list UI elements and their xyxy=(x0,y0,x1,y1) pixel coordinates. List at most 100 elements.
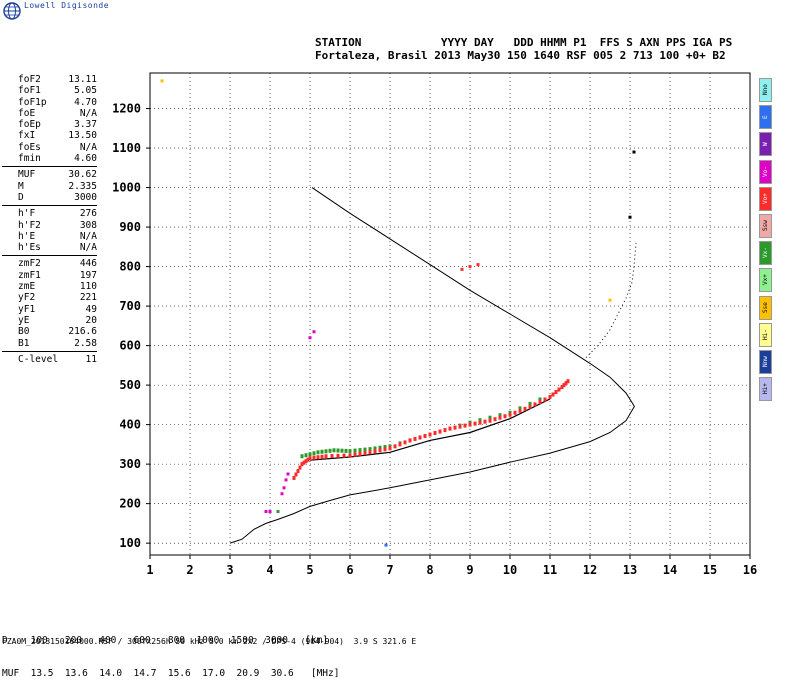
o-trace-point xyxy=(453,425,457,430)
param-row: yF2 221 xyxy=(2,292,97,303)
o-trace-point xyxy=(548,394,552,399)
param-key: foE xyxy=(18,107,36,119)
x-axis-ticks: 1 2 3 4 5 6 7 8 9 10 11 12 13 14 15 16 xyxy=(146,555,757,577)
legend-item: Sse xyxy=(759,295,772,320)
param-key: yF1 xyxy=(18,303,36,315)
o-trace-point xyxy=(292,475,296,480)
o-trace-point xyxy=(443,428,447,433)
param-key: foF2 xyxy=(18,74,41,85)
x-trace-point xyxy=(383,445,387,450)
brand-name: Lowell Digisonde xyxy=(24,1,110,10)
param-key: h'F xyxy=(18,208,36,220)
o-trace-point xyxy=(433,431,437,436)
param-row: foF1 5.05 xyxy=(2,85,97,96)
y-tick-label: 1100 xyxy=(112,141,141,155)
x-trace-point xyxy=(336,448,340,453)
echo-point xyxy=(632,150,636,154)
param-key: D xyxy=(18,191,24,203)
o-trace-point xyxy=(300,462,304,467)
param-value: 4.70 xyxy=(74,96,97,108)
echo-point xyxy=(286,472,290,476)
o-trace-point xyxy=(308,456,312,461)
x-trace-point xyxy=(498,413,502,418)
param-value: 2.335 xyxy=(68,180,97,192)
x-tick-label: 11 xyxy=(543,563,557,577)
o-trace-point xyxy=(498,415,502,420)
param-value: 2.58 xyxy=(74,337,97,349)
legend-item: Nno xyxy=(759,78,772,102)
o-trace-point xyxy=(543,397,547,402)
param-value: 276 xyxy=(79,208,97,220)
param-value: N/A xyxy=(79,107,97,119)
o-trace-point xyxy=(320,454,324,459)
x-tick-label: 7 xyxy=(386,563,393,577)
param-separator xyxy=(2,166,97,168)
x-tick-label: 8 xyxy=(426,563,433,577)
o-trace-point xyxy=(336,453,340,458)
o-trace-point xyxy=(418,435,422,440)
o-trace-point xyxy=(538,399,542,404)
param-key: B1 xyxy=(18,337,30,349)
param-value: 110 xyxy=(79,281,97,293)
legend-item: Hi- xyxy=(759,322,772,347)
o-trace-point xyxy=(503,414,507,419)
x-trace-point xyxy=(332,448,336,453)
o-trace-point xyxy=(383,447,387,452)
param-key: zmF1 xyxy=(18,269,41,281)
param-key: yE xyxy=(18,314,30,326)
y-tick-label: 100 xyxy=(119,536,141,550)
ionogram-plot: 1 2 3 4 5 6 7 8 9 10 11 12 13 14 15 16 1002003004005006… xyxy=(112,72,757,577)
x-tick-label: 3 xyxy=(226,563,233,577)
x-trace-point xyxy=(538,397,542,402)
o-trace-point xyxy=(488,418,492,423)
o-trace-point xyxy=(528,404,532,409)
globe-icon xyxy=(3,2,21,20)
param-row: yF1 49 xyxy=(2,304,97,315)
x-trace-point xyxy=(324,449,328,454)
o-trace-point xyxy=(513,410,517,415)
param-value: 4.60 xyxy=(74,153,97,165)
x-tick-label: 16 xyxy=(743,563,757,577)
echo-point xyxy=(264,510,268,514)
o-trace-point xyxy=(388,446,392,451)
echo-point xyxy=(268,510,272,514)
legend-item: W xyxy=(759,132,772,157)
param-key: M xyxy=(18,180,24,192)
x-trace-point xyxy=(528,401,532,406)
o-trace-point xyxy=(368,450,372,455)
ionogram-traces xyxy=(229,187,637,544)
param-key: fxI xyxy=(18,130,36,142)
echo-point xyxy=(628,215,632,219)
param-separator xyxy=(2,255,97,257)
o-trace-point xyxy=(403,440,407,445)
x-tick-label: 5 xyxy=(306,563,313,577)
o-trace-point xyxy=(564,381,568,386)
y-axis-ticks: 100 200 300 400 500 600 700 800 900 1000 1100 1200 xyxy=(112,102,150,550)
o-trace-point xyxy=(554,390,558,395)
echo-point xyxy=(308,336,312,340)
o-trace-point xyxy=(330,454,334,459)
param-value: 20 xyxy=(85,314,97,326)
param-separator xyxy=(2,205,97,207)
y-tick-label: 900 xyxy=(119,220,141,234)
o-trace-point xyxy=(296,469,300,474)
x-trace-point xyxy=(308,452,312,457)
param-key: zmF2 xyxy=(18,258,41,270)
param-key: h'Es xyxy=(18,242,41,254)
param-key: zmE xyxy=(18,281,36,293)
o-trace-point xyxy=(562,383,566,388)
x-tick-label: 1 xyxy=(146,563,153,577)
legend-item: Vo- xyxy=(759,159,772,184)
param-value: 11 xyxy=(85,353,97,365)
electron-density-profile xyxy=(229,187,635,544)
x-trace-point xyxy=(340,448,344,453)
param-value: 197 xyxy=(79,269,97,281)
o-trace-point xyxy=(458,424,462,429)
o-trace-point xyxy=(478,420,482,425)
param-row: zmE 110 xyxy=(2,281,97,292)
param-row: zmF1 197 xyxy=(2,270,97,281)
param-value: 221 xyxy=(79,292,97,304)
param-row: B1 2.58 xyxy=(2,338,97,349)
param-row: M 2.335 xyxy=(2,181,97,192)
param-row: C-level 11 xyxy=(2,354,97,365)
